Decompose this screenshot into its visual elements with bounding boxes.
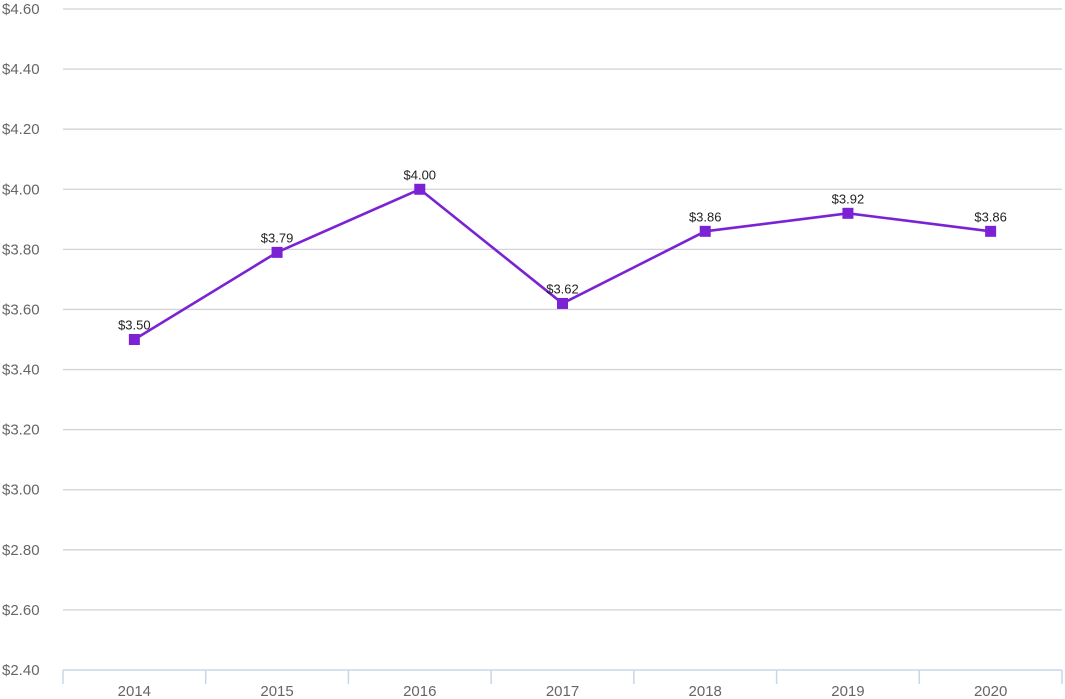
x-tick-label: 2015 bbox=[260, 683, 293, 699]
x-tick-label: 2017 bbox=[546, 683, 579, 699]
data-point-marker[interactable] bbox=[842, 207, 854, 219]
y-tick-label: $3.00 bbox=[2, 482, 40, 499]
data-point-marker[interactable] bbox=[985, 225, 997, 237]
data-label: $3.62 bbox=[546, 281, 579, 296]
x-axis bbox=[62, 669, 1063, 684]
x-tick-label: 2014 bbox=[118, 683, 151, 699]
y-tick-label: $3.60 bbox=[2, 301, 40, 318]
y-tick-label: $4.60 bbox=[2, 1, 40, 18]
data-point-marker[interactable] bbox=[699, 225, 711, 237]
gridlines bbox=[63, 8, 1062, 611]
y-tick-label: $2.80 bbox=[2, 542, 40, 559]
data-label: $3.86 bbox=[974, 209, 1007, 224]
y-tick-label: $2.60 bbox=[2, 602, 40, 619]
data-label: $3.50 bbox=[118, 318, 151, 333]
x-axis-labels: 2014 2015 2016 2017 2018 2019 2020 bbox=[118, 683, 1008, 699]
data-point-marker[interactable] bbox=[128, 334, 140, 345]
data-point-marker[interactable] bbox=[271, 246, 283, 258]
y-tick-label: $3.80 bbox=[2, 241, 40, 258]
data-labels: $3.50 $3.79 $4.00 $3.62 $3.86 $3.92 $3.86 bbox=[118, 167, 1007, 332]
x-tick-label: 2016 bbox=[403, 683, 436, 699]
series-group bbox=[128, 183, 997, 345]
y-tick-label: $3.20 bbox=[2, 422, 40, 439]
x-tick-label: 2020 bbox=[974, 683, 1007, 699]
data-label: $3.79 bbox=[261, 230, 294, 245]
data-label: $3.86 bbox=[689, 209, 722, 224]
y-tick-label: $4.40 bbox=[2, 61, 40, 78]
data-label: $3.92 bbox=[832, 191, 865, 206]
y-axis-labels: $2.40 $2.60 $2.80 $3.00 $3.20 $3.40 $3.60 $3.80… bbox=[2, 1, 40, 679]
x-tick-label: 2019 bbox=[831, 683, 864, 699]
data-label: $4.00 bbox=[404, 167, 437, 182]
y-tick-label: $4.20 bbox=[2, 121, 40, 138]
data-point-marker[interactable] bbox=[557, 297, 568, 309]
y-tick-label: $2.40 bbox=[2, 662, 40, 679]
data-point-marker[interactable] bbox=[414, 183, 426, 195]
y-tick-label: $3.40 bbox=[2, 362, 40, 379]
y-tick-label: $4.00 bbox=[2, 181, 40, 198]
x-tick-label: 2018 bbox=[689, 683, 722, 699]
series-line bbox=[133, 187, 991, 341]
